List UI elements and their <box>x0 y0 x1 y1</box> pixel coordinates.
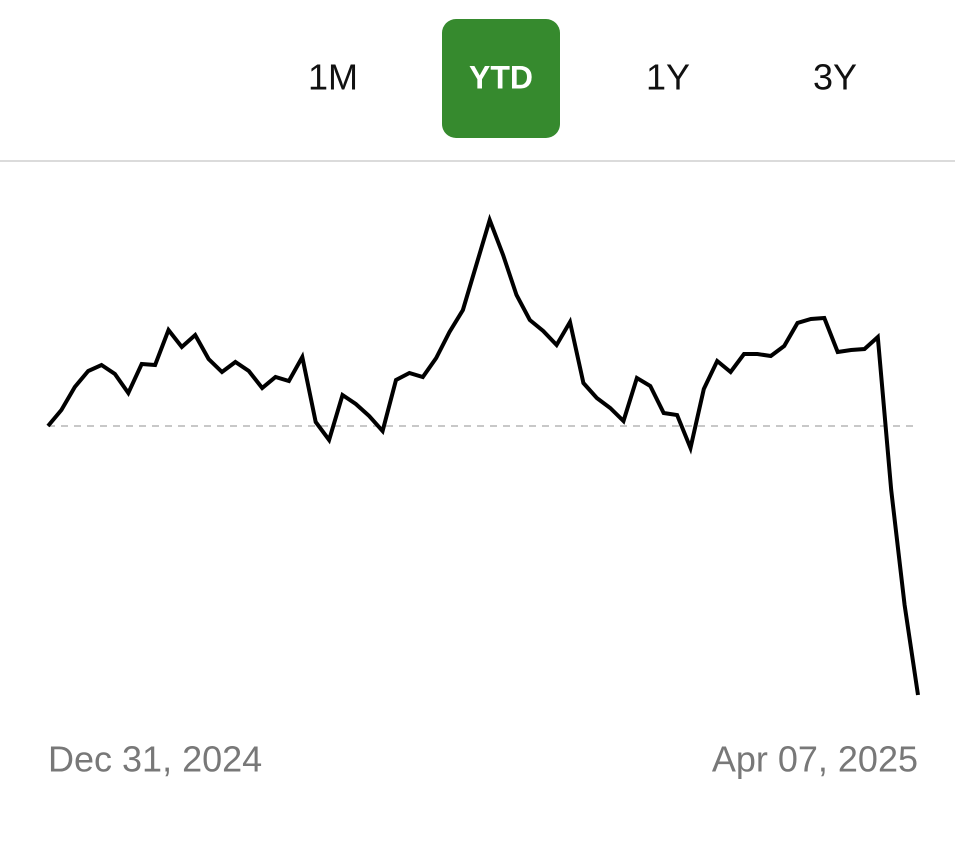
price-line <box>46 213 920 696</box>
date-label: Dec 31, 2024 <box>48 739 262 780</box>
tab[interactable]: 3Y <box>813 57 857 98</box>
tab[interactable]: 1M <box>308 57 358 98</box>
tab[interactable]: YTD <box>469 59 533 95</box>
tab[interactable]: 1Y <box>646 57 690 98</box>
date-label: Apr 07, 2025 <box>712 739 918 780</box>
selected-tab-bg <box>442 19 560 138</box>
